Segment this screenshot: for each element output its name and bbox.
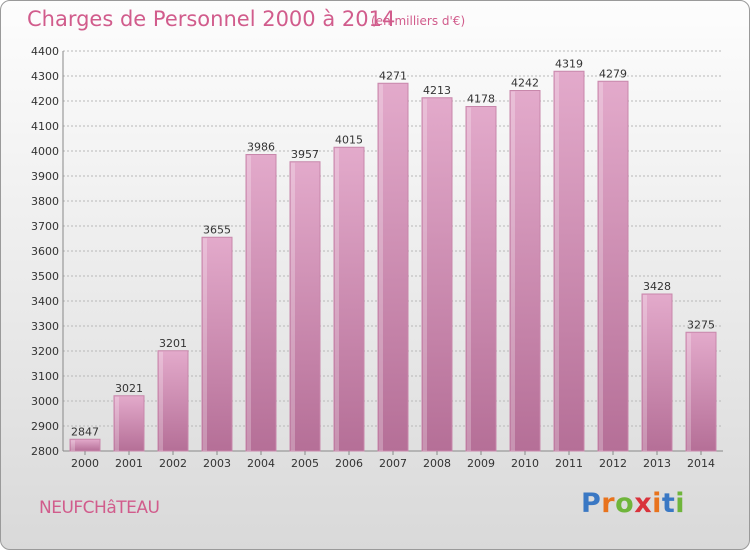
y-tick-label: 3000 [31,395,59,408]
data-label: 4279 [599,67,627,80]
bar-highlight [247,155,251,451]
data-label: 4242 [511,77,539,90]
bar [201,236,233,452]
y-tick-label: 3600 [31,245,59,258]
x-tick-label: 2014 [687,457,715,470]
x-tick-label: 2006 [335,457,363,470]
data-label: 4319 [555,57,583,70]
y-tick-label: 4300 [31,70,59,83]
bar [113,395,145,452]
y-tick-label: 4400 [31,45,59,58]
x-tick-label: 2010 [511,457,539,470]
x-tick-label: 2003 [203,457,231,470]
chart-subtitle: (en milliers d'€) [371,14,466,28]
bar-highlight [115,396,119,451]
y-tick-label: 3500 [31,270,59,283]
data-label: 3986 [247,141,275,154]
data-label: 3021 [115,382,143,395]
bar-highlight [687,333,691,451]
bar-highlight [423,98,427,451]
x-tick-label: 2008 [423,457,451,470]
logo-letter: P [581,488,602,519]
y-tick-label: 3400 [31,295,59,308]
logo-letter: r [601,488,616,519]
data-label: 3428 [643,280,671,293]
data-label: 4015 [335,133,363,146]
y-tick-label: 4000 [31,145,59,158]
bar-highlight [335,148,339,451]
y-tick-label: 3100 [31,370,59,383]
bar-highlight [599,82,603,451]
x-tick-label: 2011 [555,457,583,470]
bar [465,106,497,452]
data-label: 4271 [379,69,407,82]
y-tick-label: 2900 [31,420,59,433]
logo-letter: t [661,488,676,519]
bar-highlight [643,295,647,451]
bar [597,80,629,452]
y-tick-label: 2800 [31,445,59,458]
y-tick-label: 4200 [31,95,59,108]
x-tick-label: 2000 [71,457,99,470]
logo-letter: x [634,488,653,519]
x-tick-label: 2013 [643,457,671,470]
logo-letter: o [615,488,635,519]
bar-highlight [555,72,559,451]
data-label: 3201 [159,337,187,350]
bar-highlight [467,107,471,451]
bar [289,161,321,452]
data-label: 2847 [71,425,99,438]
chart-title: Charges de Personnel 2000 à 2014 [27,7,396,31]
y-tick-label: 3300 [31,320,59,333]
bar-highlight [291,162,295,451]
y-tick-label: 4100 [31,120,59,133]
logo-letter: i [675,488,686,519]
data-label: 3655 [203,223,231,236]
x-tick-label: 2002 [159,457,187,470]
x-tick-label: 2007 [379,457,407,470]
bar [377,82,409,452]
data-label: 3275 [687,318,715,331]
data-label: 4178 [467,93,495,106]
bar [421,97,453,452]
x-tick-label: 2009 [467,457,495,470]
x-tick-label: 2001 [115,457,143,470]
y-tick-label: 3900 [31,170,59,183]
bar-highlight [379,84,383,451]
logo-letter: i [652,488,662,519]
y-tick-label: 3200 [31,345,59,358]
y-tick-label: 3700 [31,220,59,233]
x-tick-label: 2005 [291,457,319,470]
bar-highlight [511,91,515,451]
data-label: 3957 [291,148,319,161]
x-tick-label: 2012 [599,457,627,470]
proxiti-logo: Proxiti [581,488,685,519]
x-tick-label: 2004 [247,457,275,470]
data-label: 4213 [423,84,451,97]
bar [641,293,673,452]
y-tick-label: 3800 [31,195,59,208]
bar [685,331,717,452]
bar [245,154,277,452]
bar-highlight [159,351,163,451]
bar [509,90,541,452]
bar-highlight [203,238,207,451]
city-name: NEUFCHâTEAU [39,498,160,518]
bar-highlight [71,440,75,451]
